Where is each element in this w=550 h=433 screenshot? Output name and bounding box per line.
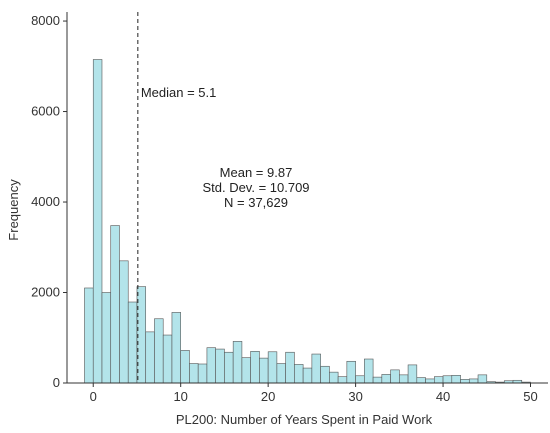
x-tick-label: 0 (90, 389, 97, 404)
histogram-bar (154, 318, 164, 384)
histogram-bar (372, 376, 383, 384)
histogram-bar (110, 225, 120, 384)
histogram-bar (381, 374, 391, 384)
histogram-bar (119, 260, 129, 384)
x-tick-label: 40 (436, 389, 450, 404)
histogram-bar (407, 364, 418, 384)
stat-std-dev: Std. Dev. = 10.709 (202, 180, 309, 195)
histogram-bar (285, 351, 295, 384)
histogram-bar (468, 378, 479, 384)
histogram-bar (460, 379, 470, 384)
histogram-bar (302, 367, 313, 384)
histogram-bar (451, 375, 461, 384)
histogram-bar (337, 376, 348, 384)
histogram-bar (416, 377, 426, 384)
histogram-bar (442, 375, 453, 384)
histogram-bar (425, 378, 435, 384)
histogram-bar (206, 347, 216, 384)
histogram-bar (92, 59, 103, 384)
histogram-bar (162, 334, 173, 384)
histogram-bar (101, 292, 112, 384)
histogram-bar (215, 348, 225, 384)
histogram-bar (390, 369, 400, 384)
y-tick-label: 0 (53, 375, 60, 390)
histogram-bar (329, 371, 339, 384)
histogram-bar (127, 301, 138, 384)
histogram-bar (145, 331, 155, 384)
histogram-bar (180, 350, 190, 384)
histogram-bar (84, 287, 94, 384)
histogram-bar (294, 364, 304, 384)
y-tick-label: 2000 (31, 285, 60, 300)
histogram-bar (477, 374, 488, 384)
y-tick-label: 8000 (31, 13, 60, 28)
histogram-bar (320, 365, 330, 384)
x-tick-label: 30 (348, 389, 362, 404)
histogram-bar (241, 357, 251, 384)
histogram-bar (197, 363, 208, 384)
stat-n: N = 37,629 (224, 195, 288, 210)
histogram-bar (171, 312, 181, 384)
histogram-bar (399, 374, 409, 384)
histogram-bar (311, 353, 321, 384)
stat-mean: Mean = 9.87 (220, 165, 293, 180)
histogram-bar (259, 357, 269, 384)
histogram-bar (267, 351, 278, 384)
median-label: Median = 5.1 (141, 85, 217, 100)
axes (63, 12, 548, 387)
x-axis-title: PL200: Number of Years Spent in Paid Wor… (176, 412, 433, 427)
y-tick-label: 4000 (31, 194, 60, 209)
histogram-bar (276, 363, 286, 384)
histogram-bar (346, 360, 356, 384)
x-tick-label: 20 (261, 389, 275, 404)
x-tick-label: 50 (523, 389, 537, 404)
histogram-bar (250, 351, 260, 384)
histogram-bar (355, 375, 365, 384)
histogram-bar (364, 358, 374, 384)
y-tick-label: 6000 (31, 104, 60, 119)
y-axis-title: Frequency (6, 179, 21, 241)
histogram-bar (189, 363, 199, 384)
x-tick-label: 10 (173, 389, 187, 404)
histogram-bar (224, 351, 234, 384)
tick-labels: 0 2000 4000 6000 8000 0 10 20 30 40 50 (31, 13, 538, 404)
statistics-box: Mean = 9.87 Std. Dev. = 10.709 N = 37,62… (202, 165, 309, 210)
histogram-bar (434, 376, 444, 384)
histogram-bar (232, 341, 243, 384)
histogram-bars (84, 59, 531, 384)
